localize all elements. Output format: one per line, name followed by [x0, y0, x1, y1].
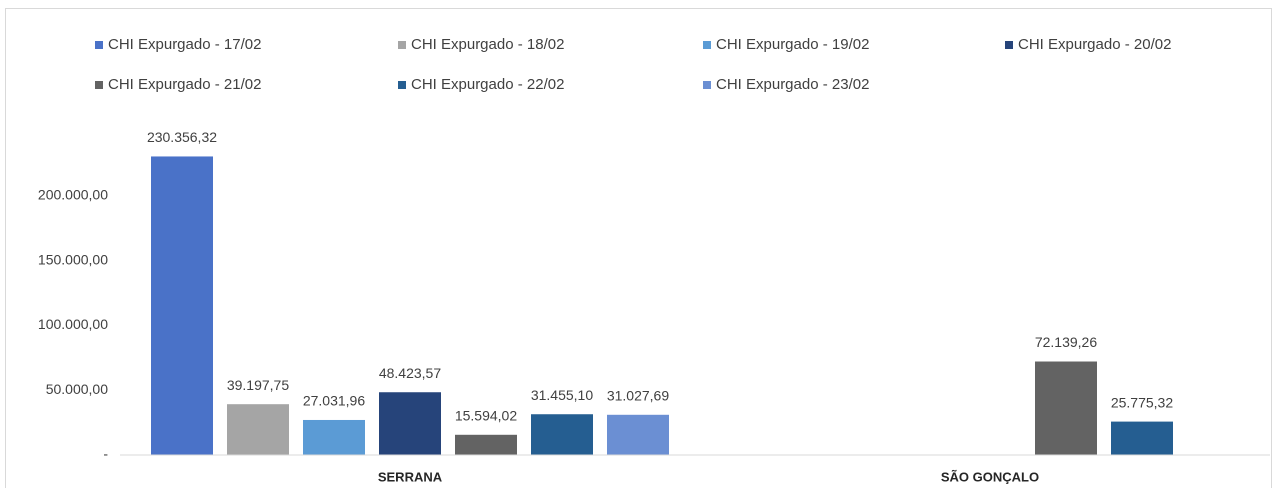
legend-swatch — [95, 81, 103, 89]
bar — [1035, 361, 1097, 455]
legend-swatch — [703, 41, 711, 49]
x-tick-label: SÃO GONÇALO — [941, 469, 1039, 484]
legend-label: CHI Expurgado - 21/02 — [108, 76, 261, 93]
value-label: 230.356,32 — [147, 129, 217, 145]
legend-label: CHI Expurgado - 18/02 — [411, 36, 564, 53]
bar — [1111, 421, 1173, 455]
legend-label: CHI Expurgado - 19/02 — [716, 36, 869, 53]
value-label: 27.031,96 — [303, 393, 365, 409]
legend-swatch — [703, 81, 711, 89]
legend-swatch — [1005, 41, 1013, 49]
value-label: 72.139,26 — [1035, 334, 1097, 350]
bar — [531, 414, 593, 455]
value-label: 15.594,02 — [455, 407, 517, 423]
bar — [607, 414, 669, 455]
bar — [303, 419, 365, 455]
bar — [455, 434, 517, 455]
legend-label: CHI Expurgado - 23/02 — [716, 76, 869, 93]
legend-swatch — [398, 81, 406, 89]
y-tick-label: 50.000,00 — [46, 381, 108, 397]
value-label: 25.775,32 — [1111, 394, 1173, 410]
y-tick-label: 100.000,00 — [38, 316, 108, 332]
legend-swatch — [95, 41, 103, 49]
value-label: 48.423,57 — [379, 365, 441, 381]
bar — [227, 404, 289, 455]
legend-label: CHI Expurgado - 22/02 — [411, 76, 564, 93]
y-tick-label: - — [103, 446, 108, 462]
x-tick-label: SERRANA — [378, 469, 443, 484]
y-tick-label: 200.000,00 — [38, 187, 108, 203]
legend-label: CHI Expurgado - 17/02 — [108, 36, 261, 53]
legend-swatch — [398, 41, 406, 49]
legend-label: CHI Expurgado - 20/02 — [1018, 36, 1171, 53]
bar — [379, 392, 441, 455]
bar — [151, 156, 213, 456]
value-label: 31.027,69 — [607, 387, 669, 403]
value-label: 31.455,10 — [531, 387, 593, 403]
value-label: 39.197,75 — [227, 377, 289, 393]
y-tick-label: 150.000,00 — [38, 251, 108, 267]
chart-frame — [5, 8, 1272, 488]
